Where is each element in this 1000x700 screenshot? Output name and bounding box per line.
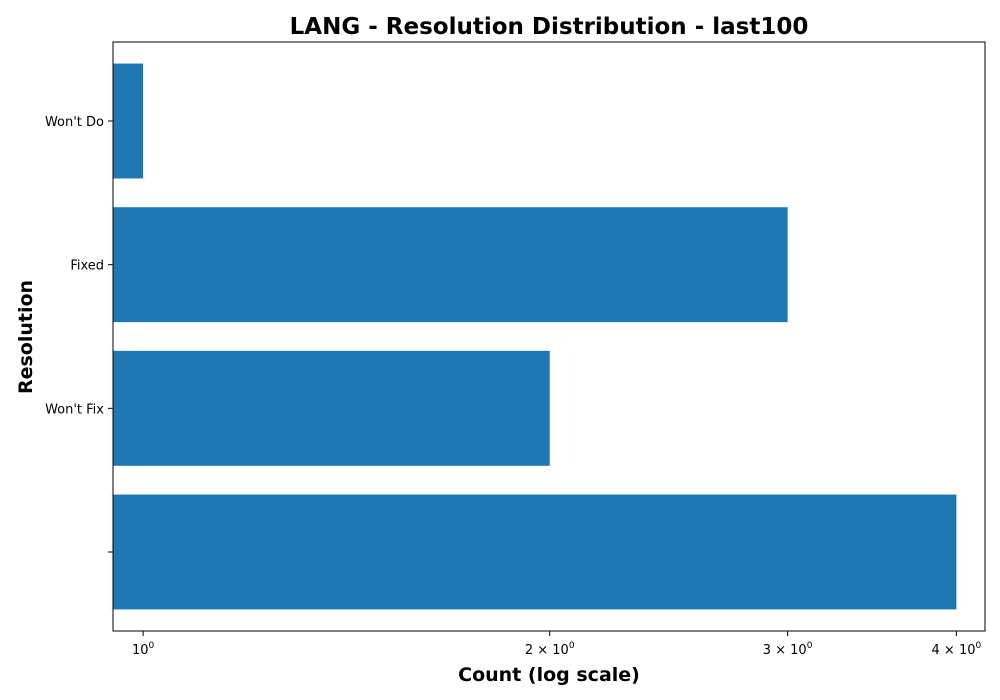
x-tick-label: 4 × 100 xyxy=(932,641,982,658)
bar xyxy=(113,207,788,322)
y-axis: Won't Fix Fixed Won't Do xyxy=(45,115,113,552)
bars-group xyxy=(113,64,956,610)
y-tick-label: Fixed xyxy=(70,259,104,274)
y-tick-label: Won't Fix xyxy=(45,402,104,417)
x-tick-label: 100 xyxy=(132,641,155,658)
bar xyxy=(113,64,143,179)
bar xyxy=(113,495,956,610)
y-tick-label: Won't Do xyxy=(45,115,104,130)
x-tick-label: 2 × 100 xyxy=(525,641,575,658)
bar xyxy=(113,351,550,466)
y-axis-label: Resolution xyxy=(15,280,37,394)
x-axis-label: Count (log scale) xyxy=(458,664,640,686)
x-tick-label: 3 × 100 xyxy=(763,641,813,658)
chart-title: LANG - Resolution Distribution - last100 xyxy=(290,14,809,40)
x-axis: 100 2 × 100 3 × 100 4 × 100 xyxy=(132,631,982,658)
